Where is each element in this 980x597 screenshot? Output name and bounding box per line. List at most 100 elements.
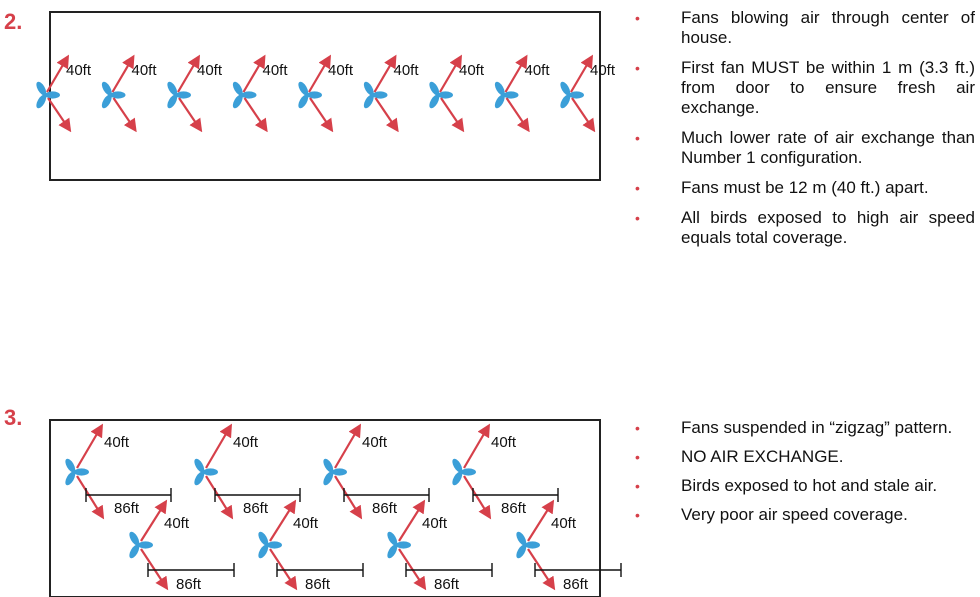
- bullet-dot-icon: •: [635, 130, 640, 146]
- airflow-arrow: [571, 97, 596, 133]
- fan-hub: [264, 542, 270, 548]
- config-3-note: • NO AIR EXCHANGE.: [635, 447, 844, 466]
- fan-icon: [560, 81, 584, 109]
- distance-label: 40ft: [104, 434, 130, 451]
- config-2-note: • Much lower rate of air exchange than Nu…: [635, 128, 975, 167]
- bullet-dot-icon: •: [635, 420, 640, 436]
- config-2-note: • First fan MUST be within 1 m (3.3 ft.) …: [635, 58, 975, 117]
- fan-hub: [71, 469, 77, 475]
- airflow-arrow: [76, 475, 105, 520]
- config-3-number: 3.: [4, 405, 23, 430]
- fan-hub: [522, 542, 528, 548]
- airflow-arrow: [242, 54, 266, 93]
- airflow-arrow: [463, 475, 492, 520]
- distance-label: 40ft: [132, 62, 158, 79]
- airflow-arrow: [334, 423, 362, 469]
- fan-icon: [494, 81, 519, 109]
- airflow-arrow: [178, 97, 203, 133]
- airflow-arrow: [570, 54, 594, 93]
- airflow-arrow: [504, 54, 528, 93]
- fan-blade: [429, 94, 440, 109]
- airflow-arrow: [374, 97, 399, 133]
- fan-icon: [429, 81, 453, 109]
- fan-blade: [438, 91, 453, 99]
- fan-blade: [167, 94, 178, 109]
- bullet-dot-icon: •: [635, 180, 640, 196]
- config-3-notes: • Fans suspended in “zigzag” pattern. • NO…: [635, 418, 975, 534]
- airflow-arrow: [308, 54, 332, 93]
- fan-blade: [194, 458, 205, 473]
- airflow-arrow: [505, 97, 530, 133]
- fan-blade: [560, 81, 571, 96]
- airflow-arrow: [140, 499, 168, 542]
- airflow-arrow: [46, 54, 70, 93]
- fan-blade: [298, 94, 309, 109]
- fan-blade: [494, 81, 505, 96]
- config-2-notes: • Fans blowing air through center of hous…: [635, 8, 975, 258]
- fan-blade: [560, 94, 571, 109]
- fan-hub: [107, 92, 114, 98]
- fan-blade: [461, 468, 476, 476]
- fan-icon: [167, 81, 191, 109]
- airflow-arrow: [527, 499, 555, 542]
- airflow-arrow: [463, 423, 491, 469]
- fan-blade: [129, 544, 140, 559]
- fan-icon: [258, 531, 282, 559]
- fan-blade: [45, 91, 60, 99]
- fan-blade: [494, 94, 505, 109]
- airflow-arrow: [269, 548, 298, 591]
- fan-blade: [516, 531, 527, 546]
- distance-label: 86ft: [243, 500, 269, 517]
- airflow-arrow: [398, 548, 427, 591]
- airflow-arrow: [527, 548, 556, 591]
- fan-icon: [129, 531, 153, 559]
- distance-label: 86ft: [176, 576, 202, 593]
- fan-blade: [503, 91, 519, 99]
- config-3-note: • Birds exposed to hot and stale air.: [635, 476, 938, 495]
- fan-hub: [238, 92, 245, 98]
- fan-blade: [323, 458, 334, 473]
- distance-label: 40ft: [263, 62, 289, 79]
- fan-blade: [101, 94, 112, 109]
- fan-blade: [363, 94, 374, 109]
- distance-label: 40ft: [422, 515, 448, 532]
- fan-blade: [232, 94, 243, 109]
- fan-blade: [452, 471, 463, 486]
- bullet-dot-icon: •: [635, 507, 640, 523]
- fan-blade: [396, 541, 411, 549]
- fan-icon: [101, 81, 126, 109]
- distance-label: 86ft: [372, 500, 398, 517]
- fan-icon: [65, 458, 89, 486]
- fan-icon: [36, 81, 60, 109]
- distance-label: 40ft: [459, 62, 485, 79]
- fan-blade: [372, 91, 388, 99]
- config-2-note: • Fans blowing air through center of hous…: [635, 8, 975, 47]
- airflow-arrow: [47, 97, 72, 133]
- distance-label: 86ft: [563, 576, 589, 593]
- distance-label: 40ft: [551, 515, 577, 532]
- fan-blade: [74, 468, 89, 476]
- fan-icon: [232, 81, 257, 109]
- fan-hub: [304, 92, 310, 98]
- fan-icon: [363, 81, 388, 109]
- fan-hub: [329, 469, 335, 475]
- fan-layout-diagrams: 40ft 40ft 40ft 40ft 40ft 40ft 40ft 40ft 40ft 40f…: [36, 11, 622, 597]
- distance-label: 40ft: [525, 62, 551, 79]
- fan-blade: [232, 81, 243, 96]
- fan-blade: [138, 541, 153, 549]
- fan-hub: [135, 542, 141, 548]
- fan-blade: [323, 471, 334, 486]
- bullet-dot-icon: •: [635, 210, 640, 226]
- fan-hub: [173, 92, 179, 98]
- fan-blade: [387, 544, 398, 559]
- fan-icon: [387, 531, 411, 559]
- distance-label: 86ft: [501, 500, 527, 517]
- airflow-arrow: [334, 475, 363, 520]
- fan-blade: [332, 468, 347, 476]
- fan-blade: [525, 541, 540, 549]
- fan-hub: [42, 92, 48, 98]
- distance-label: 86ft: [305, 576, 331, 593]
- airflow-arrow: [76, 423, 104, 469]
- fan-blade: [429, 81, 440, 96]
- bullet-dot-icon: •: [635, 478, 640, 494]
